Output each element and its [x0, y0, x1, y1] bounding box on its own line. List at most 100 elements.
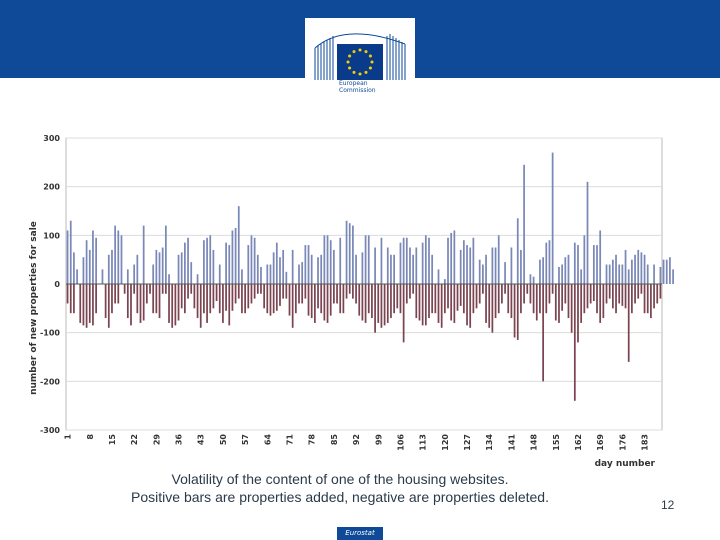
- bar-deleted: [488, 284, 491, 328]
- bar-added: [111, 249, 113, 284]
- bar-added: [76, 269, 78, 284]
- bar-added: [504, 262, 506, 284]
- bar-added: [291, 249, 294, 284]
- bar-deleted: [447, 284, 449, 309]
- bar-deleted: [206, 284, 208, 323]
- bar-added: [212, 249, 215, 284]
- bar-added: [415, 247, 418, 284]
- bar-added: [228, 245, 231, 284]
- bar-deleted: [209, 284, 212, 314]
- bar-deleted: [608, 284, 611, 299]
- bar-deleted: [386, 284, 389, 323]
- bar-deleted: [282, 284, 285, 299]
- bar-deleted: [383, 284, 386, 326]
- bar-deleted: [164, 284, 167, 294]
- bar-deleted: [583, 284, 586, 314]
- bar-deleted: [88, 284, 91, 323]
- x-tick-label: 50: [219, 434, 228, 446]
- bar-deleted: [269, 284, 272, 316]
- bar-added: [364, 235, 367, 284]
- bar-added: [469, 247, 472, 284]
- bar-added: [269, 264, 272, 284]
- bar-deleted: [184, 284, 186, 314]
- bar-deleted: [418, 284, 421, 321]
- bar-added: [218, 264, 221, 284]
- bar-added: [133, 264, 136, 284]
- bar-added: [320, 254, 323, 284]
- bar-added: [665, 259, 668, 284]
- bar-added: [462, 240, 465, 284]
- bar-deleted: [567, 284, 570, 319]
- bar-deleted: [605, 284, 608, 304]
- bar-added: [646, 264, 649, 284]
- bar-added: [361, 252, 364, 284]
- bar-added: [669, 257, 671, 284]
- bar-added: [520, 249, 522, 284]
- bar-added: [640, 252, 643, 284]
- bar-added: [107, 254, 110, 284]
- bar-added: [142, 225, 145, 284]
- bar-deleted: [253, 284, 256, 299]
- bar-deleted: [573, 284, 576, 401]
- bar-deleted: [482, 284, 484, 294]
- bar-deleted: [215, 284, 218, 302]
- bar-deleted: [174, 284, 177, 326]
- bar-deleted: [358, 284, 361, 316]
- y-tick-label: 100: [43, 231, 60, 240]
- y-tick-labels: 300 200 100 0 -100 -200 -300: [40, 134, 60, 435]
- page-number: 12: [661, 498, 675, 512]
- bar-deleted: [355, 284, 357, 304]
- bar-deleted: [364, 284, 367, 323]
- bar-deleted: [345, 284, 348, 299]
- bar-deleted: [196, 284, 199, 319]
- bar-added: [317, 257, 319, 284]
- bar-deleted: [266, 284, 269, 314]
- eu-star: [368, 54, 372, 58]
- bar-deleted: [348, 284, 351, 294]
- x-tick-label: 148: [530, 434, 539, 451]
- bar-deleted: [107, 284, 110, 328]
- bar-deleted: [371, 284, 373, 319]
- bar-deleted: [237, 284, 240, 299]
- bar-added: [352, 225, 354, 284]
- bar-added: [631, 259, 633, 284]
- bar-added: [155, 249, 158, 284]
- bar-added: [348, 223, 351, 284]
- bar-deleted: [551, 284, 554, 294]
- brand-line-1: European: [339, 80, 368, 87]
- bar-deleted: [453, 284, 456, 323]
- bar-added: [158, 252, 161, 284]
- bar-added: [279, 257, 281, 284]
- bar-added: [599, 230, 602, 284]
- bar-added: [203, 240, 205, 284]
- x-tick-label: 183: [641, 434, 650, 451]
- bar-added: [237, 206, 240, 284]
- bar-added: [551, 152, 554, 284]
- x-tick-label: 1: [64, 434, 73, 440]
- bar-deleted: [640, 284, 643, 294]
- bar-deleted: [298, 284, 300, 304]
- eu-star: [348, 66, 352, 70]
- bar-added: [326, 235, 329, 284]
- bar-added: [621, 264, 624, 284]
- bar-added: [390, 254, 392, 284]
- bar-added: [66, 230, 69, 284]
- bar-deleted: [301, 284, 304, 304]
- bar-added: [164, 225, 167, 284]
- caption-line-2: Positive bars are properties added, nega…: [131, 489, 549, 505]
- eu-star: [346, 60, 350, 64]
- bar-added: [301, 262, 304, 284]
- bar-added: [421, 242, 424, 284]
- bar-deleted: [342, 284, 345, 314]
- bar-added: [615, 254, 617, 284]
- bar-deleted: [279, 284, 281, 306]
- bar-deleted: [621, 284, 624, 306]
- bar-deleted: [66, 284, 69, 304]
- bar-added: [367, 235, 370, 284]
- eu-star: [364, 50, 368, 54]
- bar-added: [253, 237, 256, 284]
- bar-deleted: [85, 284, 88, 328]
- bar-deleted: [139, 284, 142, 323]
- bar-deleted: [526, 284, 529, 294]
- bar-deleted: [532, 284, 535, 314]
